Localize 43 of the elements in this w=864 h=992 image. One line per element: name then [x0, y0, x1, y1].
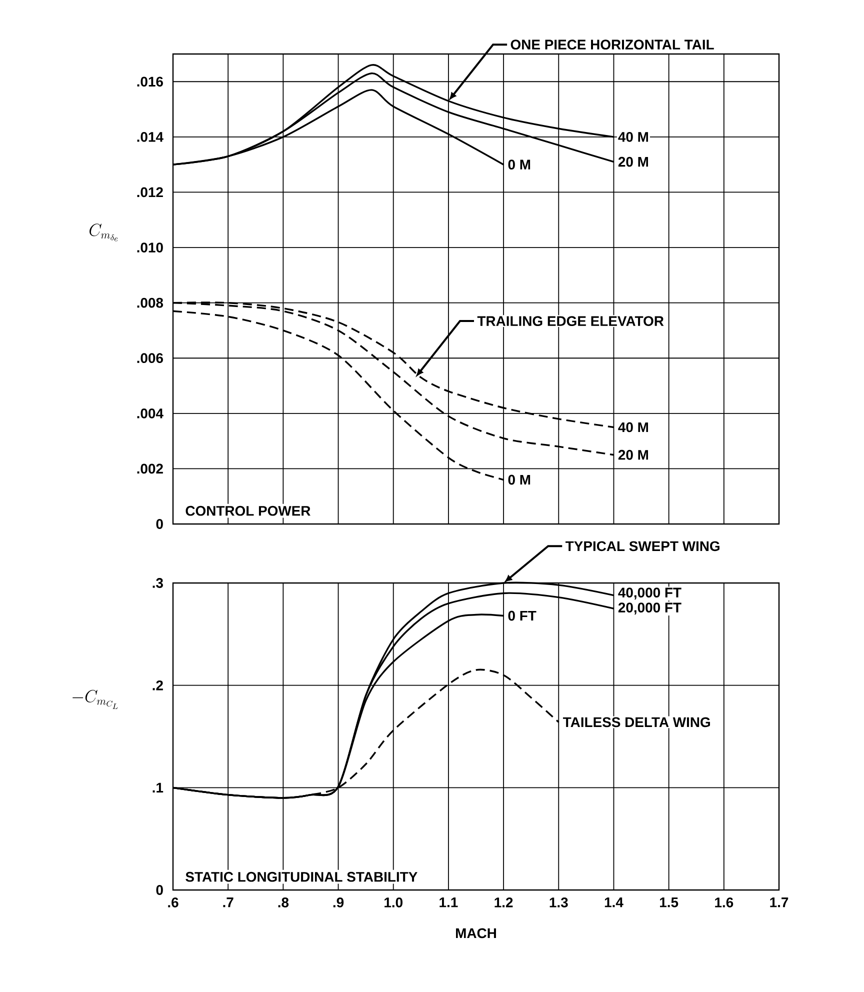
x-tick-label: .9 [333, 898, 344, 908]
x-tick-label: .7 [223, 898, 234, 908]
x-tick-label: 1.6 [715, 898, 734, 908]
series-label: 40 M [618, 422, 648, 432]
x-tick-label: .6 [168, 898, 178, 908]
y-tick-label: .012 [137, 187, 163, 198]
x-tick-label: 1.4 [604, 898, 624, 908]
y-tick-label: .014 [137, 132, 164, 142]
series-label: 0 FT [508, 610, 536, 621]
y-tick-label: .016 [137, 76, 163, 87]
y-tick-label: .3 [152, 578, 163, 588]
x-tick-label: .8 [278, 898, 289, 908]
y-tick-label: 0 [156, 885, 163, 895]
x-tick-label: 1.0 [384, 898, 402, 908]
annotation: STATIC LONGITUDINAL STABILITY [186, 872, 418, 882]
y-axis-title: $C_{m_{\delta_e}}$ [90, 224, 118, 242]
annotation: TYPICAL SWEPT WING [566, 541, 720, 552]
series-label: 20,000 FT [618, 602, 682, 615]
y-axis-title: $-C_{m_{C_L}}$ [72, 690, 118, 710]
series-label: TAILESS DELTA WING [562, 717, 710, 728]
y-tick-label: .008 [137, 298, 164, 308]
series-label: 40,000 FT [618, 588, 682, 600]
x-tick-label: 1.5 [660, 898, 678, 908]
series-label: 40 M [618, 132, 648, 142]
y-tick-label: .2 [152, 680, 163, 690]
y-tick-label: .010 [137, 242, 163, 252]
y-tick-label: .006 [137, 353, 163, 364]
y-tick-label: .004 [137, 408, 164, 418]
series-label: 20 M [618, 450, 648, 460]
series-label: 0 M [508, 474, 530, 485]
x-tick-label: 1.1 [440, 898, 458, 908]
x-tick-label: 1.3 [550, 898, 568, 908]
y-tick-label: .1 [152, 782, 164, 792]
x-axis-title: MACH [456, 928, 496, 938]
annotation: TRAILING EDGE ELEVATOR [477, 316, 664, 326]
annotation: ONE PIECE HORIZONTAL TAIL [510, 40, 714, 50]
x-tick-label: 1.7 [770, 898, 788, 908]
y-tick-label: .002 [137, 464, 163, 474]
series-label: 20 M [618, 156, 648, 167]
x-tick-label: 1.2 [494, 898, 513, 908]
series-label: 0 M [508, 160, 530, 170]
annotation: CONTROL POWER [186, 506, 310, 516]
y-tick-label: 0 [156, 519, 163, 529]
